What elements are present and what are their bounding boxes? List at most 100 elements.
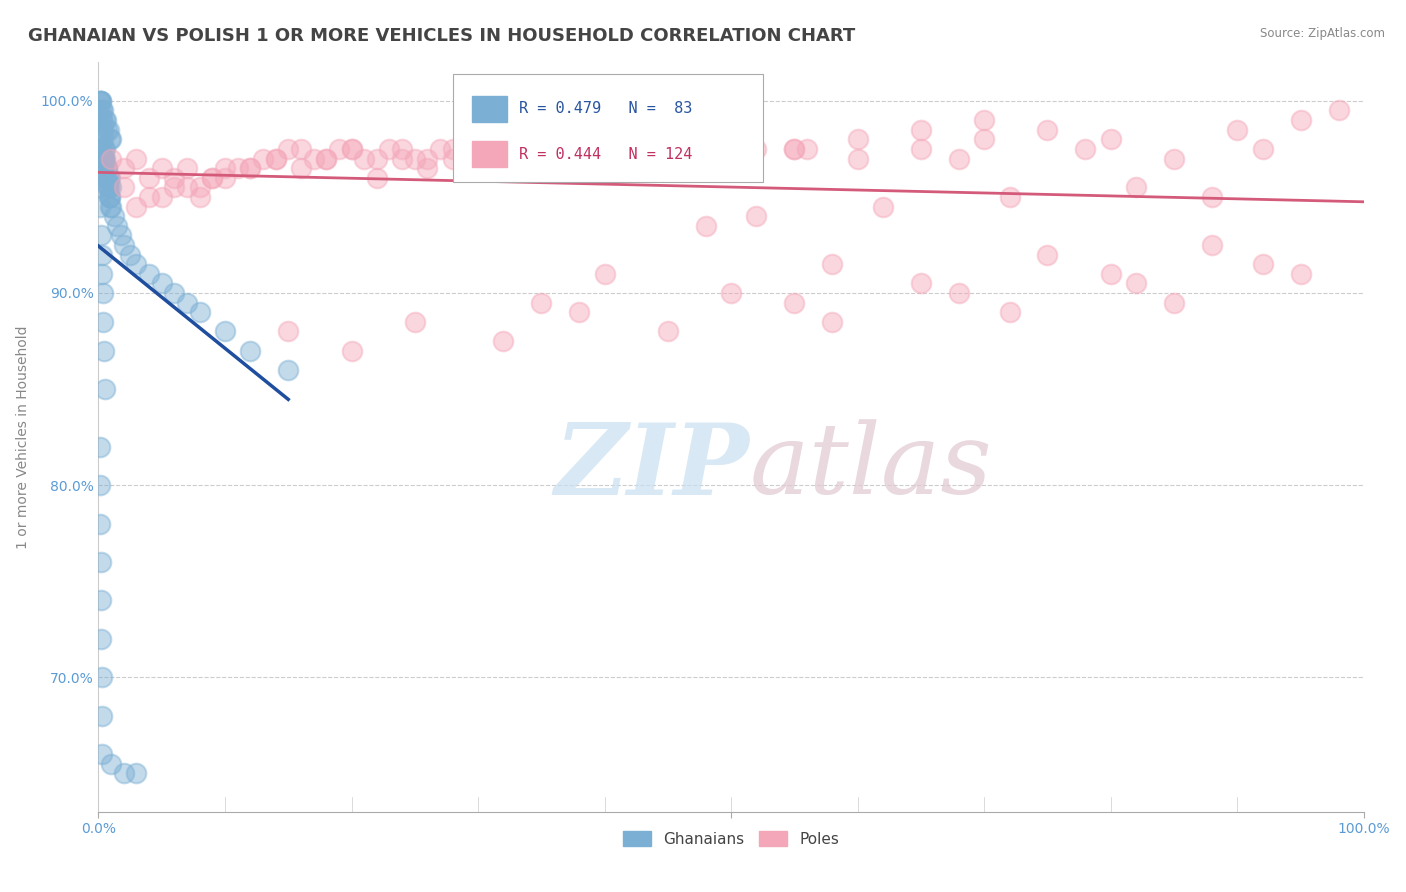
Point (340, 142, 363, 156)
Point (163, 170, 186, 185)
Point (214, 170, 236, 185)
Point (97, 170, 120, 185)
Point (97, 190, 120, 204)
Point (239, 343, 262, 358)
Point (176, 295, 198, 310)
Text: GHANAIAN VS POLISH 1 OR MORE VEHICLES IN HOUSEHOLD CORRELATION CHART: GHANAIAN VS POLISH 1 OR MORE VEHICLES IN… (28, 27, 855, 45)
Point (682, 142, 704, 156)
Point (973, 132, 995, 146)
Point (98, 170, 121, 185)
Point (239, 161, 262, 175)
Point (467, 152, 489, 166)
Point (606, 152, 628, 166)
Point (91, 708, 114, 723)
Point (720, 152, 742, 166)
Point (1201, 238, 1223, 252)
Point (910, 277, 932, 291)
Point (644, 142, 666, 156)
Bar (471, 96, 508, 122)
Point (1074, 142, 1097, 156)
Point (796, 142, 818, 156)
Point (530, 142, 553, 156)
Point (593, 267, 616, 281)
Point (846, 132, 869, 146)
Point (98, 200, 121, 214)
Point (530, 295, 553, 310)
Point (1036, 122, 1059, 136)
Point (93, 103, 115, 118)
Point (176, 161, 198, 175)
Point (657, 152, 679, 166)
Point (90, 122, 112, 136)
Point (783, 142, 806, 156)
Point (125, 152, 148, 166)
Point (416, 152, 439, 166)
Point (100, 756, 122, 771)
Point (94, 113, 117, 128)
Point (93, 142, 115, 156)
Text: R = 0.479   N =  83: R = 0.479 N = 83 (519, 102, 692, 116)
Point (176, 180, 198, 194)
Point (98, 190, 121, 204)
Point (112, 180, 135, 194)
Point (93, 152, 115, 166)
Point (517, 152, 540, 166)
Point (429, 142, 451, 156)
Point (91, 122, 114, 136)
Point (669, 152, 692, 166)
Point (1163, 152, 1185, 166)
Point (277, 363, 299, 377)
Point (568, 305, 591, 319)
Point (252, 152, 274, 166)
Point (948, 152, 970, 166)
Point (1201, 190, 1223, 204)
Point (821, 315, 844, 329)
Bar (471, 141, 508, 168)
Point (100, 152, 122, 166)
Point (97, 122, 120, 136)
Point (340, 343, 363, 358)
Point (226, 161, 249, 175)
Point (188, 305, 211, 319)
Point (138, 190, 160, 204)
Point (93, 142, 117, 156)
Point (91, 132, 114, 146)
Point (581, 142, 603, 156)
Point (94, 161, 117, 175)
Point (568, 152, 591, 166)
Point (214, 161, 236, 175)
Point (90, 113, 112, 128)
Point (96, 122, 118, 136)
Point (89, 94, 111, 108)
Point (973, 113, 995, 128)
Point (96, 161, 118, 175)
Point (201, 170, 224, 185)
Point (720, 285, 742, 300)
Point (277, 325, 299, 339)
Point (201, 170, 224, 185)
Point (391, 152, 413, 166)
Point (328, 142, 350, 156)
Point (188, 190, 211, 204)
Point (366, 152, 388, 166)
Point (366, 170, 388, 185)
Point (543, 161, 565, 175)
Point (138, 267, 160, 281)
Point (745, 142, 768, 156)
Point (1099, 132, 1122, 146)
Point (188, 180, 211, 194)
Point (416, 161, 439, 175)
Text: Source: ZipAtlas.com: Source: ZipAtlas.com (1260, 27, 1385, 40)
Point (100, 180, 122, 194)
Point (89, 200, 111, 214)
Point (239, 161, 262, 175)
Point (93, 152, 115, 166)
Point (593, 142, 616, 156)
Point (91, 113, 114, 128)
Point (90, 593, 112, 607)
Point (707, 152, 730, 166)
Point (89, 94, 111, 108)
Point (492, 334, 515, 348)
Point (619, 152, 641, 166)
Point (89, 142, 111, 156)
